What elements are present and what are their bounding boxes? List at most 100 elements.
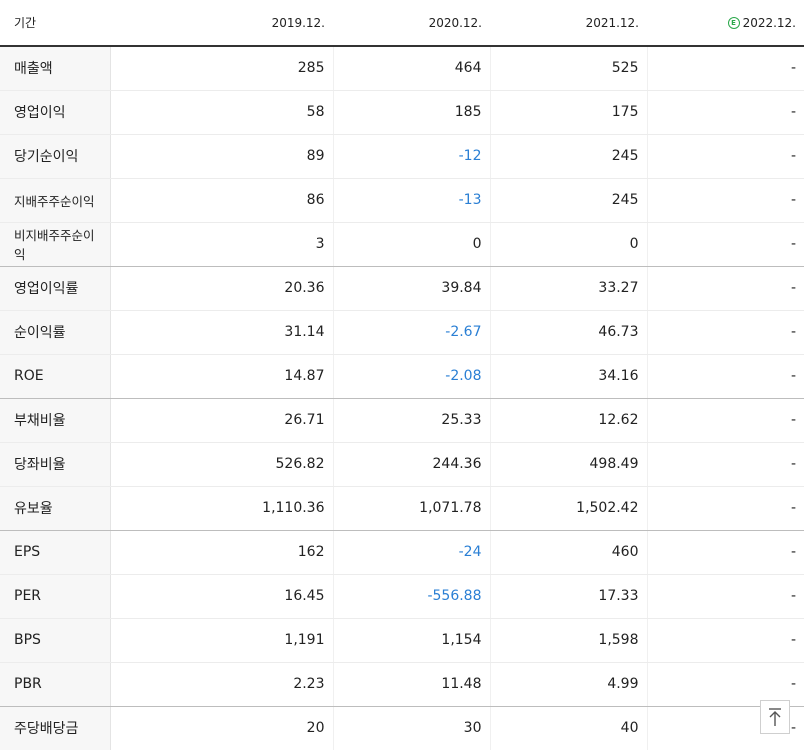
value-cell-2021: 1,502.42 (490, 486, 648, 531)
value-cell-2019: 14.87 (110, 354, 334, 399)
value-cell-2019: 89 (110, 134, 334, 179)
value-cell-2020: -13 (333, 178, 491, 223)
value-cell-2022: - (647, 90, 804, 135)
value-cell-2021: 1,598 (490, 618, 648, 663)
value-cell-2021: 33.27 (490, 266, 648, 311)
value-cell-2022: - (647, 442, 804, 487)
value-cell-2019: 1,191 (110, 618, 334, 663)
value-cell-2020: 39.84 (333, 266, 491, 311)
value-cell-2021: 4.99 (490, 662, 648, 707)
value-cell-2019: 26.71 (110, 398, 334, 443)
value-cell-2020: 11.48 (333, 662, 491, 707)
table-row: 비지배주주순이익 3 0 0- (0, 222, 804, 267)
table-row: 지배주주순이익 86 -13 245- (0, 178, 804, 223)
row-label: 당기순이익 (0, 134, 111, 179)
value-cell-2019: 1,110.36 (110, 486, 334, 531)
estimate-badge-icon: E (727, 17, 740, 29)
value-cell-2020: 1,071.78 (333, 486, 491, 531)
row-label: EPS (0, 530, 111, 575)
row-label: 부채비율 (0, 398, 111, 443)
value-cell-2022: - (647, 266, 804, 311)
table-row: EPS 162 -24 460- (0, 530, 804, 575)
table-row: 영업이익률 20.36 39.84 33.27- (0, 266, 804, 311)
row-label: PBR (0, 662, 111, 707)
value-cell-2022: - (647, 178, 804, 223)
value-cell-2020: -24 (333, 530, 491, 575)
row-label: 지배주주순이익 (0, 178, 111, 223)
scroll-to-top-button[interactable] (760, 700, 790, 734)
row-label: PER (0, 574, 111, 619)
value-cell-2022: - (647, 222, 804, 267)
value-cell-2022: - (647, 46, 804, 91)
value-cell-2020: 30 (333, 706, 491, 750)
row-label: 유보율 (0, 486, 111, 531)
table-row: BPS 1,191 1,154 1,598- (0, 618, 804, 663)
value-cell-2019: 162 (110, 530, 334, 575)
table-row: 주당배당금 20 30 40 - (0, 706, 804, 750)
value-cell-2021: 34.16 (490, 354, 648, 399)
value-cell-2020: -556.88 (333, 574, 491, 619)
table-row: 영업이익 58 185 175- (0, 90, 804, 135)
row-label: 당좌비율 (0, 442, 111, 487)
row-label: 매출액 (0, 46, 111, 91)
value-cell-2020: -12 (333, 134, 491, 179)
header-row: 기간 2019.12. 2020.12. 2021.12. E 2022.12. (0, 0, 804, 47)
row-label: 영업이익률 (0, 266, 111, 311)
value-cell-2021: 498.49 (490, 442, 648, 487)
table-body: 매출액 285 464 525- 영업이익 58 185 175- 당기순이익 89 -12 245-… (0, 46, 804, 750)
value-cell-2020: 244.36 (333, 442, 491, 487)
value-cell-2019: 31.14 (110, 310, 334, 355)
value-cell-2021: 525 (490, 46, 648, 91)
value-cell-2022: - (647, 486, 804, 531)
value-cell-2022: - (647, 354, 804, 399)
period-header: 기간 (0, 0, 110, 47)
row-label: ROE (0, 354, 111, 399)
table-row: PER 16.45 -556.88 17.33- (0, 574, 804, 619)
value-cell-2022: - (647, 574, 804, 619)
value-cell-2019: 20.36 (110, 266, 334, 311)
table-row: 유보율 1,110.36 1,071.78 1,502.42- (0, 486, 804, 531)
table-row: 부채비율 26.71 25.33 12.62- (0, 398, 804, 443)
value-cell-2020: 1,154 (333, 618, 491, 663)
table-row: 매출액 285 464 525- (0, 46, 804, 91)
table-row: 당기순이익 89 -12 245- (0, 134, 804, 179)
value-cell-2021: 46.73 (490, 310, 648, 355)
value-cell-2022: - (647, 662, 804, 707)
value-cell-2022: - (647, 134, 804, 179)
value-cell-2021: 245 (490, 178, 648, 223)
year-header-2022-label: 2022.12. (742, 15, 796, 30)
value-cell-2019: 2.23 (110, 662, 334, 707)
year-header-2020: 2020.12. (333, 0, 490, 47)
value-cell-2019: 526.82 (110, 442, 334, 487)
value-cell-2020: -2.08 (333, 354, 491, 399)
value-cell-2020: 464 (333, 46, 491, 91)
value-cell-2020: -2.67 (333, 310, 491, 355)
value-cell-2021: 245 (490, 134, 648, 179)
row-label: BPS (0, 618, 111, 663)
value-cell-2019: 20 (110, 706, 334, 750)
year-header-2022: E 2022.12. (647, 0, 804, 47)
value-cell-2019: 16.45 (110, 574, 334, 619)
value-cell-2019: 86 (110, 178, 334, 223)
value-cell-2022: - (790, 720, 796, 737)
table-row: ROE 14.87 -2.08 34.16- (0, 354, 804, 399)
value-cell-2021: 12.62 (490, 398, 648, 443)
value-cell-2021: 17.33 (490, 574, 648, 619)
table-header: 기간 2019.12. 2020.12. 2021.12. E 2022.12. (0, 0, 804, 47)
value-cell-2021: 40 (490, 706, 648, 750)
value-cell-2020: 185 (333, 90, 491, 135)
value-cell-2021: 0 (490, 222, 648, 267)
year-header-2019: 2019.12. (110, 0, 333, 47)
row-label: 주당배당금 (0, 706, 111, 750)
table-row: 순이익률 31.14 -2.67 46.73- (0, 310, 804, 355)
value-cell-2019: 3 (110, 222, 334, 267)
value-cell-2022: - (647, 310, 804, 355)
table-row: PBR 2.23 11.48 4.99- (0, 662, 804, 707)
row-label: 순이익률 (0, 310, 111, 355)
row-label: 비지배주주순이익 (0, 222, 111, 267)
arrow-up-to-line-icon (769, 708, 781, 726)
value-cell-2019: 285 (110, 46, 334, 91)
value-cell-2021: 460 (490, 530, 648, 575)
value-cell-2022: - (647, 398, 804, 443)
